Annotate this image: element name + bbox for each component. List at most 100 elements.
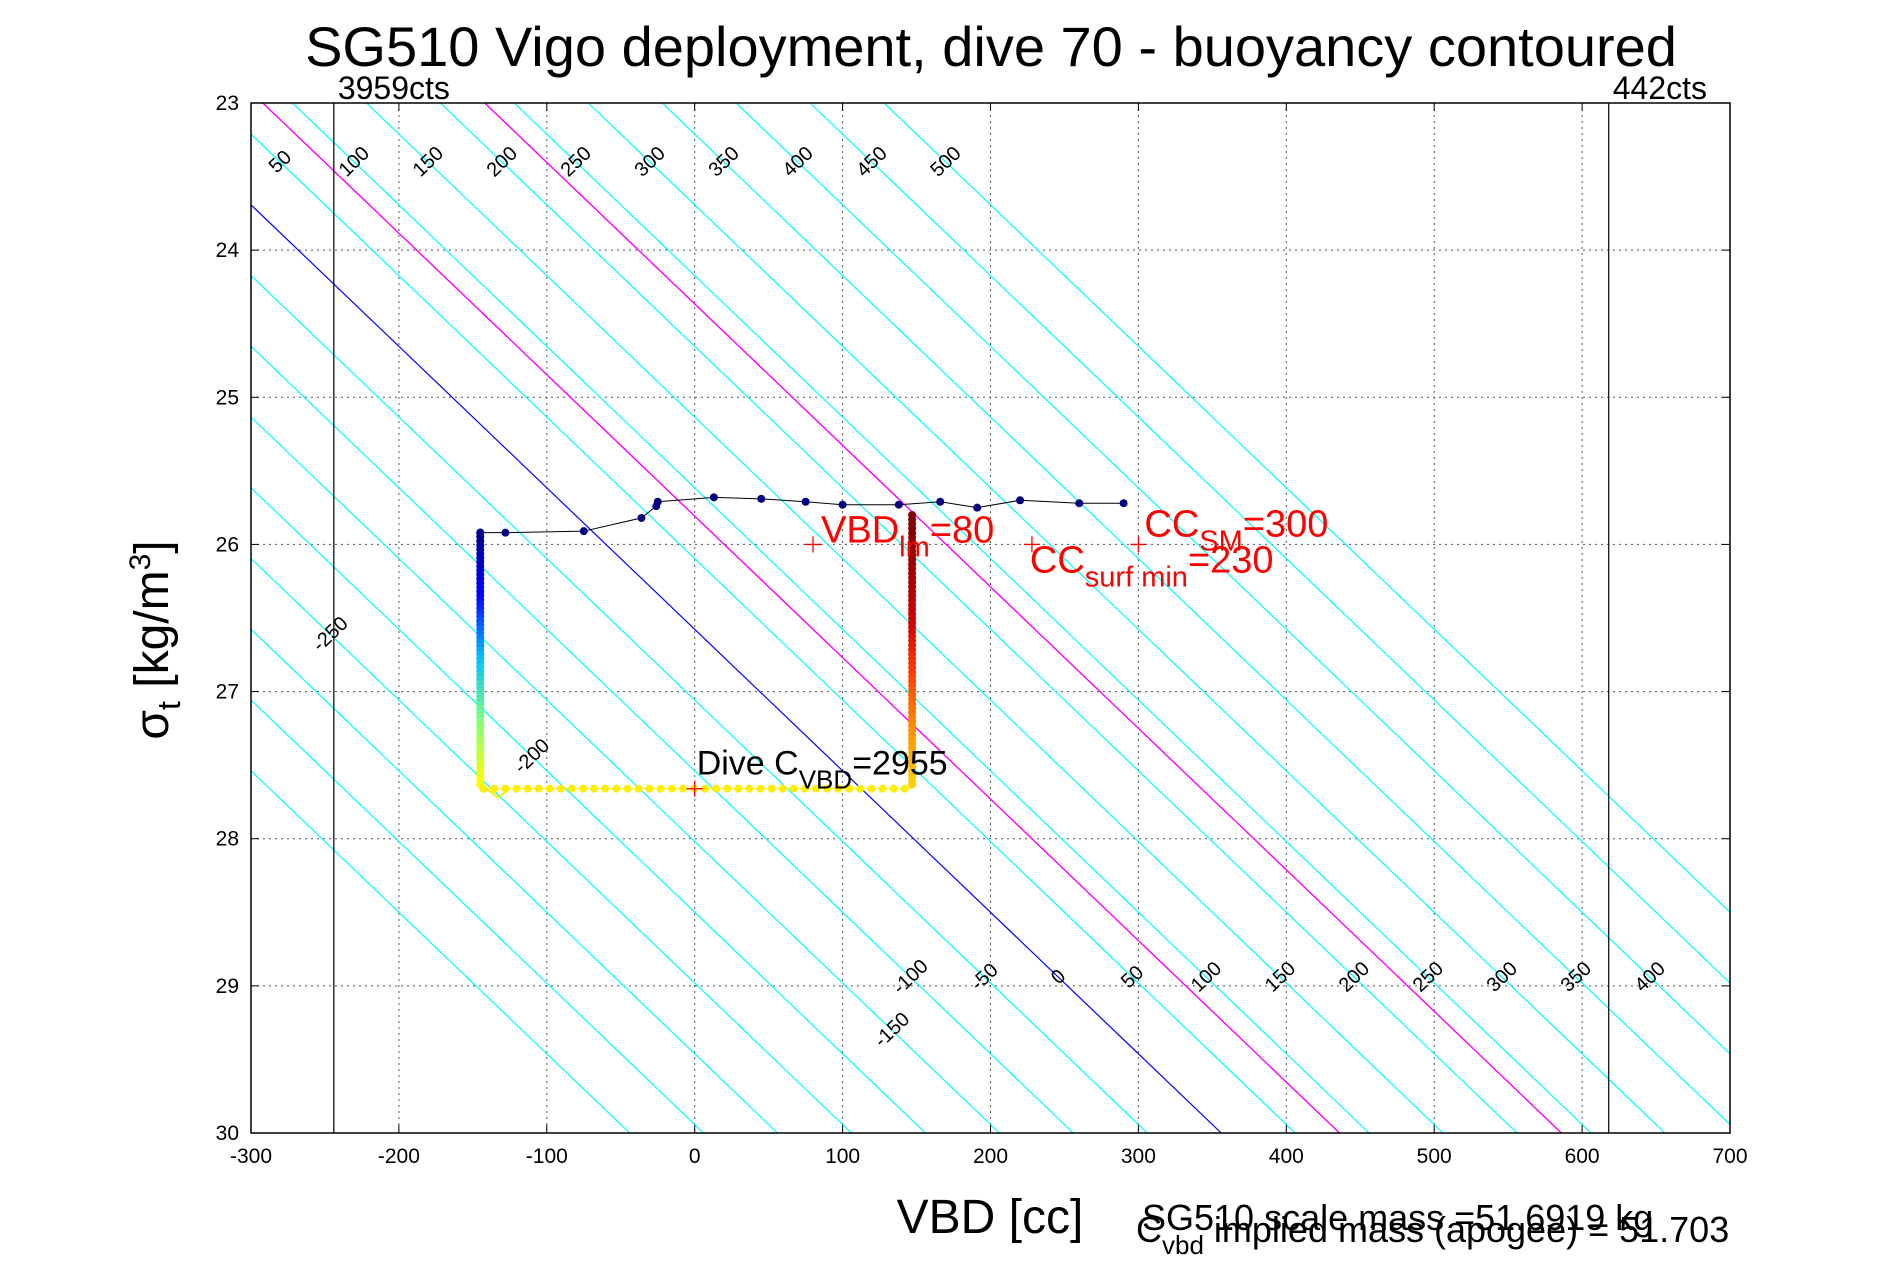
bottom-point <box>767 784 776 793</box>
contour-line <box>587 103 1666 1133</box>
y-axis-label-sup: 3 <box>124 554 157 571</box>
x-tick-label: 700 <box>1712 1145 1747 1168</box>
y-axis-label-units: [kg/m <box>126 570 179 701</box>
surface-track <box>480 496 1124 534</box>
x-axis-label: VBD [cc] <box>897 1191 1084 1244</box>
y-axis-label-sub: t <box>151 701 187 710</box>
surface-point <box>838 500 847 509</box>
contour-line <box>365 103 1444 1133</box>
bottom-point <box>523 784 532 793</box>
grid <box>251 103 1730 1133</box>
contour-line <box>291 103 1370 1133</box>
bottom-point <box>745 784 754 793</box>
x-tick-label: 500 <box>1417 1145 1452 1168</box>
contour-line <box>251 557 852 1133</box>
vbd-limit-label: 442cts <box>1613 70 1707 106</box>
x-tick-label: 200 <box>973 1145 1008 1168</box>
contour-line <box>251 628 778 1133</box>
chart-title: SG510 Vigo deployment, dive 70 - buoyanc… <box>305 15 1677 78</box>
bottom-point <box>656 784 665 793</box>
bottom-point <box>501 784 510 793</box>
bottom-point <box>645 784 654 793</box>
x-tick-label: -300 <box>230 1145 272 1168</box>
cc-surf-min-label: CCsurf min=230 <box>1030 539 1274 593</box>
y-axis-label-close: ] <box>126 540 179 553</box>
implied-mass-sub: vbd <box>1162 1230 1204 1260</box>
surface-point <box>501 528 510 537</box>
bottom-point <box>734 784 743 793</box>
surface-point <box>936 497 945 506</box>
contour-line <box>251 487 926 1133</box>
y-tick-label: 25 <box>216 386 239 409</box>
surface-point <box>1075 499 1084 508</box>
x-tick-label: 0 <box>689 1145 701 1168</box>
bottom-point <box>678 784 687 793</box>
bottom-point <box>845 784 854 793</box>
bottom-point <box>545 784 554 793</box>
bottom-point <box>534 784 543 793</box>
ascent-point <box>908 780 917 789</box>
x-tick-label: 300 <box>1121 1145 1156 1168</box>
x-tick-label: -200 <box>378 1145 420 1168</box>
bottom-point <box>512 784 521 793</box>
contour-line <box>251 133 1296 1133</box>
bottom-point <box>567 784 576 793</box>
bottom-point <box>789 784 798 793</box>
bottom-point <box>823 784 832 793</box>
y-axis-label-symbol: σ <box>126 710 179 740</box>
bottom-point <box>878 784 887 793</box>
buoyancy-contours <box>251 103 1730 1133</box>
bottom-point <box>479 784 488 793</box>
bottom-point <box>556 784 565 793</box>
contour-line <box>735 103 1730 1055</box>
surface-point <box>579 527 588 536</box>
y-tick-label: 26 <box>216 533 239 556</box>
surface-point <box>973 503 982 512</box>
vbd-lm-label: VBDlm=80 <box>821 509 994 563</box>
bottom-point <box>701 784 710 793</box>
surface-point <box>1119 499 1128 508</box>
contour-line <box>251 769 631 1133</box>
axis-ticks: -300 -200 -100 0 100 200 300 400 500 600 700 23 24 25… <box>216 92 1748 1168</box>
surface-point <box>801 497 810 506</box>
bottom-point <box>634 784 643 793</box>
implied-mass-note: Cvbd implied mass (apogee) = 51.703 <box>1136 1209 1729 1260</box>
bottom-point <box>867 784 876 793</box>
surface-point <box>757 494 766 503</box>
bottom-point <box>590 784 599 793</box>
contour-line <box>251 204 1222 1133</box>
bottom-point <box>667 784 676 793</box>
x-tick-label: 600 <box>1565 1145 1600 1168</box>
vbd-limit-lines: 3959cts 442cts <box>333 70 1707 1133</box>
bottom-point <box>756 784 765 793</box>
contour-line <box>251 274 1148 1133</box>
contour-line <box>251 345 1074 1133</box>
bottom-point <box>811 784 820 793</box>
bottom-point <box>712 784 721 793</box>
bottom-point <box>723 784 732 793</box>
svg-text:σt [kg/m3]: σt [kg/m3] <box>124 540 187 739</box>
y-tick-label: 27 <box>216 681 239 704</box>
bottom-point <box>834 784 843 793</box>
y-tick-label: 28 <box>216 828 239 851</box>
surface-point <box>1016 496 1025 505</box>
implied-mass-main: C <box>1136 1209 1162 1250</box>
y-axis-label: σt [kg/m3] <box>124 540 187 739</box>
x-tick-label: 400 <box>1269 1145 1304 1168</box>
bottom-point <box>800 784 809 793</box>
dive-cvbd-label: Dive CVBD=2955 <box>697 745 948 795</box>
contour-line <box>251 416 1000 1133</box>
scale-mass-note: SG510 scale mass =51.6919 kg <box>1142 1197 1653 1238</box>
bottom-point <box>856 784 865 793</box>
vbd-limit-label: 3959cts <box>338 70 450 106</box>
bottom-point <box>612 784 621 793</box>
highlight-contour-line <box>484 103 1562 1133</box>
bottom-point <box>900 784 909 793</box>
contour-line <box>809 103 1730 984</box>
bottom-point <box>579 784 588 793</box>
contour-line <box>661 103 1730 1126</box>
bottom-point <box>623 784 632 793</box>
surface-point <box>637 513 646 522</box>
